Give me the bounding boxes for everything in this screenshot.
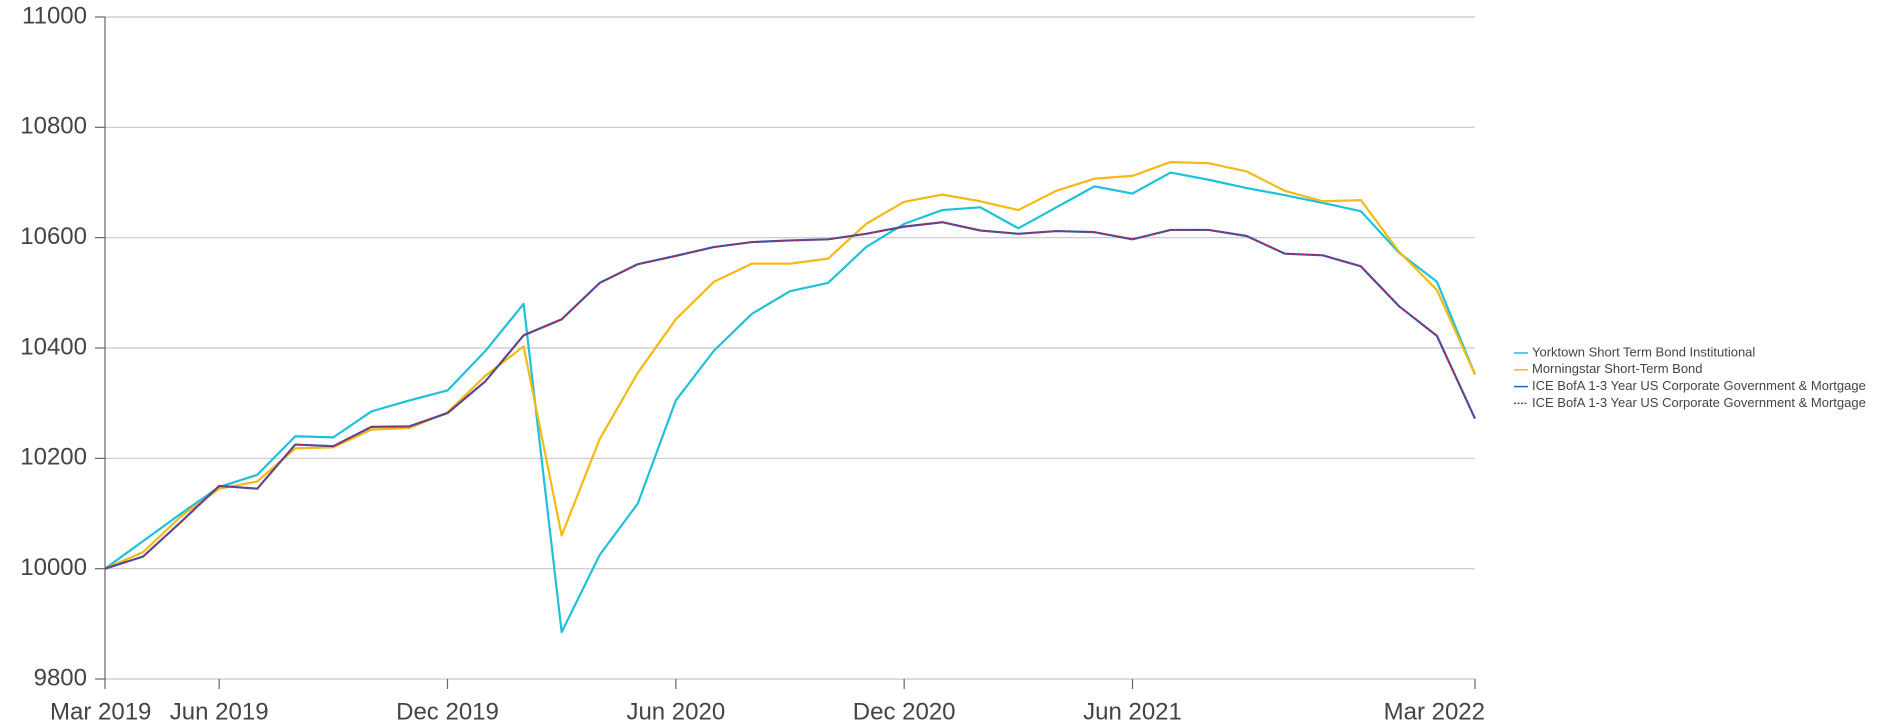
x-tick-label: Jun 2020 <box>626 698 725 724</box>
series-line <box>104 221 1476 570</box>
series-line <box>104 221 1476 570</box>
y-tick-label: 10600 <box>20 223 87 250</box>
x-tick-label: Dec 2020 <box>853 698 956 724</box>
y-tick-label: 10800 <box>20 113 87 140</box>
x-tick-label: Jun 2021 <box>1083 698 1182 724</box>
x-tick-label: Jun 2019 <box>170 698 269 724</box>
x-tick-label: Dec 2019 <box>396 698 499 724</box>
legend-label: ICE BofA 1-3 Year US Corporate Governmen… <box>1532 378 1866 393</box>
legend-label: ICE BofA 1-3 Year US Corporate Governmen… <box>1532 395 1866 410</box>
legend-label: Morningstar Short-Term Bond <box>1532 361 1703 376</box>
y-tick-label: 10200 <box>20 444 87 471</box>
series-line <box>104 171 1477 634</box>
y-tick-label: 11000 <box>22 2 87 29</box>
y-tick-label: 10000 <box>20 554 87 581</box>
y-tick-label: 9800 <box>34 664 87 691</box>
series-line <box>104 160 1477 570</box>
legend-label: Yorktown Short Term Bond Institutional <box>1532 344 1755 359</box>
y-tick-label: 10400 <box>20 333 87 360</box>
x-tick-label: Mar 2019 <box>50 698 151 724</box>
x-tick-label: Mar 2022 <box>1384 698 1485 724</box>
